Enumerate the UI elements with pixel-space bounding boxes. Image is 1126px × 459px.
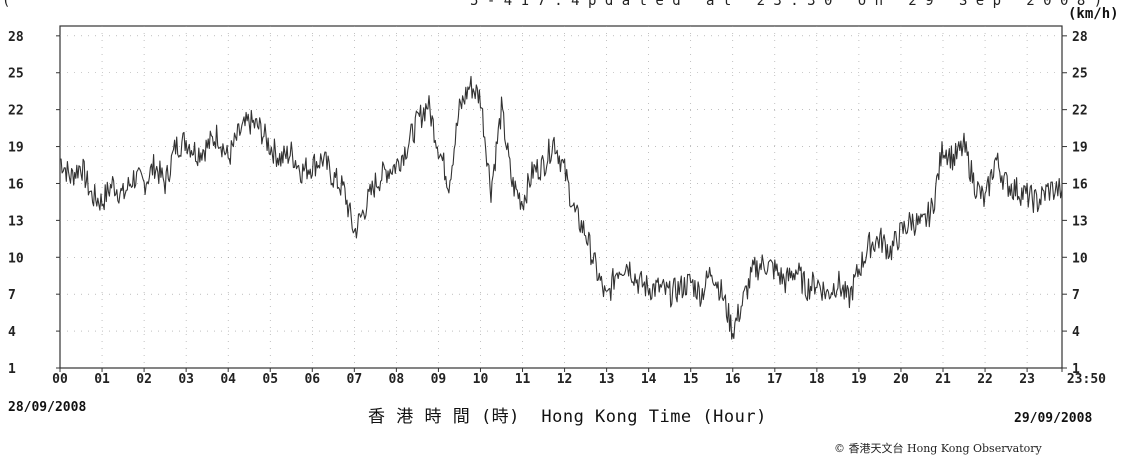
wind-speed-line	[60, 75, 1063, 340]
x-tick-label: 08	[389, 372, 405, 387]
y-tick-label-left: 1	[8, 362, 16, 377]
x-tick-label: 14	[641, 372, 657, 387]
x-axis: 00 01 02 03 04 05 06 07 08 09 10 11 12 13 14 15 16 17 18 19…	[52, 368, 1106, 387]
y-tick-label-left: 22	[8, 104, 24, 119]
x-tick-label: 04	[220, 372, 236, 387]
y-tick-label-right: 7	[1072, 288, 1080, 303]
y-tick-label-right: 13	[1072, 214, 1088, 229]
y-tick-label-right: 1	[1072, 362, 1080, 377]
x-tick-label: 01	[94, 372, 110, 387]
x-tick-label: 23	[1019, 372, 1035, 387]
x-tick-label: 17	[767, 372, 783, 387]
x-tick-label: 00	[52, 372, 68, 387]
y-tick-label-left: 7	[8, 288, 16, 303]
y-tick-label-right: 10	[1072, 251, 1088, 266]
unit-label: (km/h)	[1068, 6, 1119, 22]
x-tick-label: 16	[725, 372, 741, 387]
y-axis-left: 1 4 7 10 13 16 19 22 25 28	[8, 30, 60, 377]
x-tick-label: 11	[515, 372, 531, 387]
start-date: 28/09/2008	[8, 400, 87, 415]
plot-frame	[59, 25, 1063, 369]
x-tick-label: 20	[893, 372, 909, 387]
y-tick-label-right: 22	[1072, 104, 1088, 119]
end-date: 29/09/2008	[1014, 411, 1093, 426]
header-center-fragment: 5 - 4 1 7 . 4 p d a t e d a t 2 3 : 3 0 …	[470, 0, 1103, 9]
y-tick-label-left: 19	[8, 141, 24, 156]
x-tick-label: 03	[178, 372, 194, 387]
y-tick-label-right: 4	[1072, 325, 1080, 340]
observatory-credit: © 香港天文台 Hong Kong Observatory	[834, 442, 1042, 455]
x-tick-label: 12	[557, 372, 573, 387]
y-tick-label-left: 13	[8, 214, 24, 229]
y-tick-label-left: 16	[8, 177, 24, 192]
x-tick-label: 05	[262, 372, 278, 387]
x-tick-label: 15	[683, 372, 699, 387]
x-tick-label: 19	[851, 372, 867, 387]
header-left-fragment: (	[2, 0, 11, 9]
x-tick-label: 06	[304, 372, 320, 387]
x-tick-label: 22	[977, 372, 993, 387]
x-tick-label: 07	[347, 372, 363, 387]
x-tick-label: 21	[935, 372, 951, 387]
x-tick-label: 09	[431, 372, 447, 387]
grid	[60, 26, 1062, 368]
x-tick-label: 18	[809, 372, 825, 387]
y-tick-label-right: 16	[1072, 177, 1088, 192]
y-tick-label-left: 10	[8, 251, 24, 266]
y-axis-right: 1 4 7 10 13 16 19 22 25 28	[1062, 30, 1088, 377]
y-tick-label-right: 19	[1072, 141, 1088, 156]
y-tick-label-left: 4	[8, 325, 16, 340]
x-tick-label: 02	[136, 372, 152, 387]
x-tick-label: 23:50	[1067, 372, 1106, 387]
y-tick-label-right: 25	[1072, 67, 1088, 82]
x-axis-title: 香 港 時 間 (時) Hong Kong Time (Hour)	[368, 407, 767, 427]
y-tick-label-left: 28	[8, 30, 24, 45]
x-tick-label: 10	[473, 372, 489, 387]
y-tick-label-right: 28	[1072, 30, 1088, 45]
y-tick-label-left: 25	[8, 67, 24, 82]
x-tick-label: 13	[599, 372, 615, 387]
